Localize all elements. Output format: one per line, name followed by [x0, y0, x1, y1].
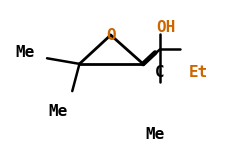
Text: O: O	[106, 28, 115, 43]
Text: Me: Me	[16, 45, 35, 60]
Text: C: C	[155, 65, 165, 80]
Text: Et: Et	[189, 65, 208, 80]
Text: OH: OH	[156, 20, 175, 35]
Text: Me: Me	[146, 127, 165, 142]
Text: Me: Me	[48, 104, 68, 119]
